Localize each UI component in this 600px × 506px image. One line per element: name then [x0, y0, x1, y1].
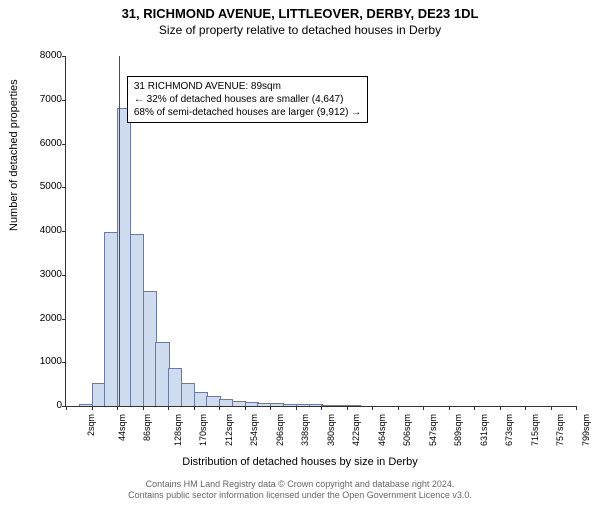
x-tick-mark [372, 406, 373, 410]
x-tick-mark [423, 406, 424, 410]
x-tick-label: 86sqm [142, 414, 152, 441]
x-tick-mark [66, 406, 67, 410]
x-tick-mark [398, 406, 399, 410]
x-tick-mark [347, 406, 348, 410]
x-tick-label: 254sqm [249, 414, 259, 446]
y-tick-label: 7000 [22, 95, 62, 105]
x-tick-mark [219, 406, 220, 410]
x-tick-label: 715sqm [530, 414, 540, 446]
x-tick-label: 2sqm [86, 414, 96, 436]
x-tick-label: 212sqm [224, 414, 234, 446]
x-tick-label: 380sqm [326, 414, 336, 446]
y-tick-label: 2000 [22, 314, 62, 324]
chart-subtitle: Size of property relative to detached ho… [0, 23, 600, 37]
x-tick-mark [474, 406, 475, 410]
x-tick-label: 128sqm [173, 414, 183, 446]
x-tick-label: 799sqm [581, 414, 591, 446]
y-tick-mark [62, 56, 66, 57]
y-tick-mark [62, 187, 66, 188]
x-tick-mark [168, 406, 169, 410]
footer-line1: Contains HM Land Registry data © Crown c… [0, 479, 600, 491]
annotation-line3: 68% of semi-detached houses are larger (… [134, 106, 361, 119]
chart-title: 31, RICHMOND AVENUE, LITTLEOVER, DERBY, … [0, 6, 600, 21]
x-tick-label: 673sqm [504, 414, 514, 446]
x-tick-label: 422sqm [351, 414, 361, 446]
chart-area: 0100020003000400050006000700080002sqm44s… [65, 56, 575, 406]
annotation-line1: 31 RICHMOND AVENUE: 89sqm [134, 80, 361, 93]
plot-region: 0100020003000400050006000700080002sqm44s… [65, 56, 576, 407]
property-marker-line [119, 56, 120, 406]
chart-container: 31, RICHMOND AVENUE, LITTLEOVER, DERBY, … [0, 6, 600, 506]
x-tick-mark [576, 406, 577, 410]
x-tick-label: 631sqm [479, 414, 489, 446]
footer-attribution: Contains HM Land Registry data © Crown c… [0, 479, 600, 502]
x-tick-mark [449, 406, 450, 410]
histogram-bar [347, 405, 361, 406]
y-tick-mark [62, 231, 66, 232]
y-tick-mark [62, 144, 66, 145]
y-tick-label: 0 [22, 401, 62, 411]
x-tick-label: 338sqm [300, 414, 310, 446]
x-tick-mark [270, 406, 271, 410]
y-tick-mark [62, 275, 66, 276]
y-tick-label: 8000 [22, 51, 62, 61]
y-tick-label: 3000 [22, 270, 62, 280]
x-tick-mark [500, 406, 501, 410]
y-tick-mark [62, 100, 66, 101]
x-tick-label: 464sqm [377, 414, 387, 446]
x-tick-label: 547sqm [428, 414, 438, 446]
x-tick-mark [525, 406, 526, 410]
x-tick-mark [296, 406, 297, 410]
y-tick-label: 1000 [22, 357, 62, 367]
x-tick-mark [143, 406, 144, 410]
annotation-line2: ← 32% of detached houses are smaller (4,… [134, 93, 361, 106]
annotation-box: 31 RICHMOND AVENUE: 89sqm← 32% of detach… [127, 76, 368, 123]
x-tick-label: 44sqm [117, 414, 127, 441]
y-tick-label: 5000 [22, 182, 62, 192]
x-tick-label: 506sqm [402, 414, 412, 446]
y-tick-label: 4000 [22, 226, 62, 236]
x-tick-mark [551, 406, 552, 410]
x-tick-label: 170sqm [198, 414, 208, 446]
footer-line2: Contains public sector information licen… [0, 490, 600, 502]
x-tick-label: 296sqm [275, 414, 285, 446]
x-axis-label: Distribution of detached houses by size … [0, 456, 600, 468]
x-tick-label: 589sqm [453, 414, 463, 446]
x-tick-mark [92, 406, 93, 410]
y-tick-mark [62, 362, 66, 363]
y-tick-mark [62, 319, 66, 320]
x-tick-mark [321, 406, 322, 410]
x-tick-mark [117, 406, 118, 410]
x-tick-mark [194, 406, 195, 410]
y-axis-label: Number of detached properties [8, 79, 20, 231]
y-tick-label: 6000 [22, 139, 62, 149]
x-tick-label: 757sqm [555, 414, 565, 446]
x-tick-mark [245, 406, 246, 410]
